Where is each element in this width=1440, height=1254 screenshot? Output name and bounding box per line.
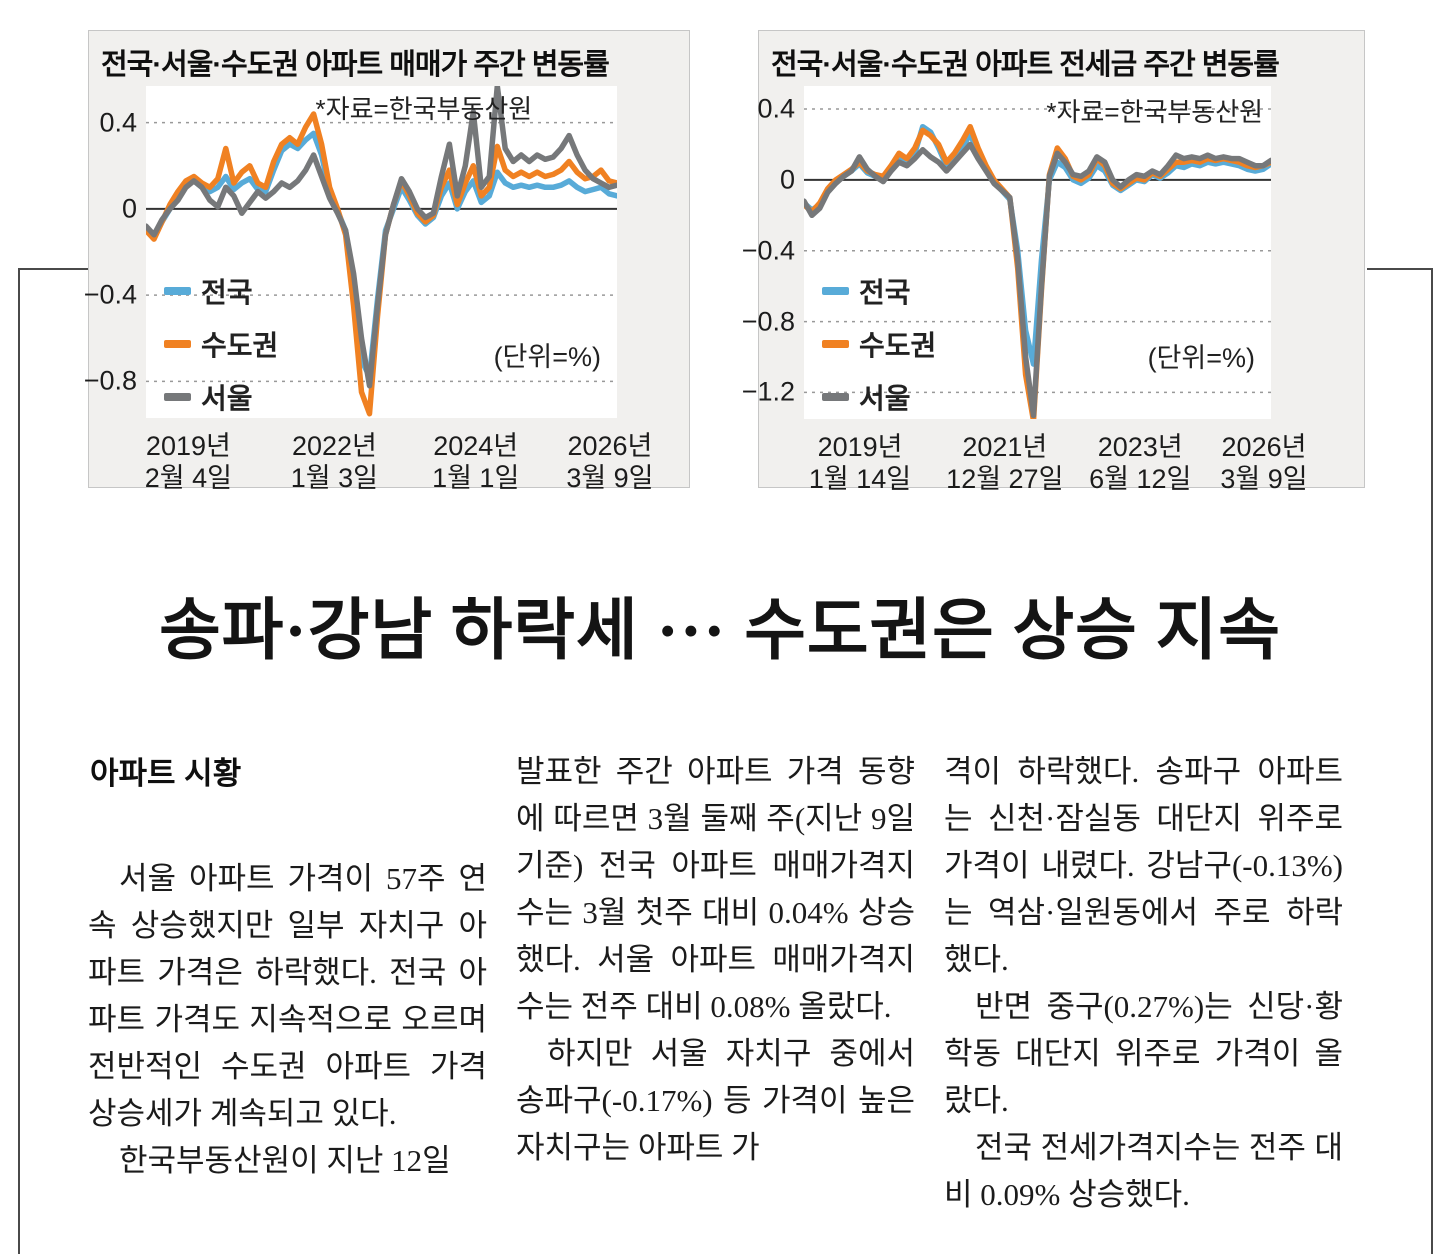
legend-label: 수도권 xyxy=(859,330,937,361)
y-axis-tick: 0.4 xyxy=(99,107,137,138)
unit-note: (단위=%) xyxy=(493,342,601,372)
article-paragraph: 전국 전세가격지수는 전주 대비 0.09% 상승했다. xyxy=(944,1130,1343,1212)
y-axis-tick: 0 xyxy=(121,193,137,224)
x-axis-label: 2023년 6월 12일 xyxy=(1089,432,1192,494)
chart-title: 전국·서울·수도권 아파트 매매가 주간 변동률 xyxy=(101,49,610,81)
legend-swatch xyxy=(822,340,849,348)
legend-label: 수도권 xyxy=(201,330,279,361)
x-axis-label: 2021년 12월 27일 xyxy=(946,432,1064,494)
legend-item: 서울 xyxy=(164,377,278,417)
chart-title: 전국·서울·수도권 아파트 전세금 주간 변동률 xyxy=(771,49,1280,81)
y-axis-tick: −0.4 xyxy=(83,279,137,310)
legend-item: 서울 xyxy=(822,377,936,417)
legend-item: 수도권 xyxy=(164,324,278,364)
legend-label: 전국 xyxy=(201,277,253,308)
jeonse-price-line-chart xyxy=(804,108,1271,419)
legend-swatch xyxy=(164,287,191,295)
legend-swatch xyxy=(822,287,849,295)
article-paragraph: 발표한 주간 아파트 가격 동향에 따르면 3월 둘째 주(지난 9일 기준) … xyxy=(516,754,915,1024)
sale-price-line-chart xyxy=(146,86,617,417)
article-headline: 송파·강남 하락세 ··· 수도권은 상승 지속 xyxy=(159,594,1281,668)
article-paragraph: 한국부동산원이 지난 12일 xyxy=(119,1143,451,1178)
article-column-2: 발표한 주간 아파트 가격 동향에 따르면 3월 둘째 주(지난 9일 기준) … xyxy=(516,748,915,1218)
legend-swatch xyxy=(822,393,849,401)
right-rule-vertical xyxy=(1431,268,1433,1254)
x-axis-label: 2024년 1월 1일 xyxy=(432,431,520,493)
legend-item: 수도권 xyxy=(822,324,936,364)
source-note: *자료=한국부동산원 xyxy=(1046,97,1263,127)
y-axis-tick: −0.8 xyxy=(83,365,137,396)
right-rule-horizontal xyxy=(1367,268,1433,270)
y-axis-tick: −1.2 xyxy=(741,376,795,407)
jeonse-price-chart-panel: 전국·서울·수도권 아파트 전세금 주간 변동률 *자료=한국부동산원 (단위=… xyxy=(742,30,1365,494)
source-note: *자료=한국부동산원 xyxy=(315,94,533,124)
article-column-1: 아파트 시황 서울 아파트 가격이 57주 연속 상승했지만 일부 자치구 아파… xyxy=(88,748,487,1218)
x-axis-label: 2019년 2월 4일 xyxy=(144,431,232,493)
series-line-서울 xyxy=(146,86,617,389)
article-paragraph: 하지만 서울 자치구 중에서 송파구(-0.17%) 등 가격이 높은 자치구는… xyxy=(516,1036,915,1165)
legend-swatch xyxy=(164,340,191,348)
legend-label: 서울 xyxy=(201,383,253,414)
unit-note: (단위=%) xyxy=(1147,343,1255,373)
left-rule-vertical xyxy=(18,268,20,1254)
y-axis-tick: 0.4 xyxy=(757,93,795,124)
x-axis-label: 2026년 3월 9일 xyxy=(566,431,654,493)
y-axis-tick: 0 xyxy=(779,164,795,195)
sale-price-chart-panel: 전국·서울·수도권 아파트 매매가 주간 변동률 *자료=한국부동산원 (단위=… xyxy=(84,30,690,493)
article-paragraph: 격이 하락했다. 송파구 아파트는 신천·잠실동 대단지 위주로 가격이 내렸다… xyxy=(944,754,1343,977)
article-column-3: 격이 하락했다. 송파구 아파트는 신천·잠실동 대단지 위주로 가격이 내렸다… xyxy=(944,748,1343,1218)
article-paragraph: 서울 아파트 가격이 57주 연속 상승했지만 일부 자치구 아파트 가격은 하… xyxy=(88,861,487,1131)
legend-swatch xyxy=(164,393,191,401)
series-line-서울 xyxy=(804,141,1271,419)
left-rule-horizontal xyxy=(18,268,89,270)
legend-item: 전국 xyxy=(822,271,936,311)
x-axis-label: 2019년 1월 14일 xyxy=(808,432,912,494)
article-paragraph: 반면 중구(0.27%)는 신당·황학동 대단지 위주로 가격이 올랐다. xyxy=(944,989,1343,1118)
legend-label: 서울 xyxy=(859,383,911,414)
y-axis-tick: −0.4 xyxy=(741,235,795,266)
article-body: 아파트 시황 서울 아파트 가격이 57주 연속 상승했지만 일부 자치구 아파… xyxy=(88,748,1344,1218)
legend-item: 전국 xyxy=(164,271,278,311)
legend-label: 전국 xyxy=(859,277,911,308)
y-axis-tick: −0.8 xyxy=(741,306,795,337)
x-axis-label: 2026년 3월 9일 xyxy=(1220,432,1308,494)
x-axis-label: 2022년 1월 3일 xyxy=(290,431,378,493)
section-kicker: 아파트 시황 xyxy=(90,756,242,791)
